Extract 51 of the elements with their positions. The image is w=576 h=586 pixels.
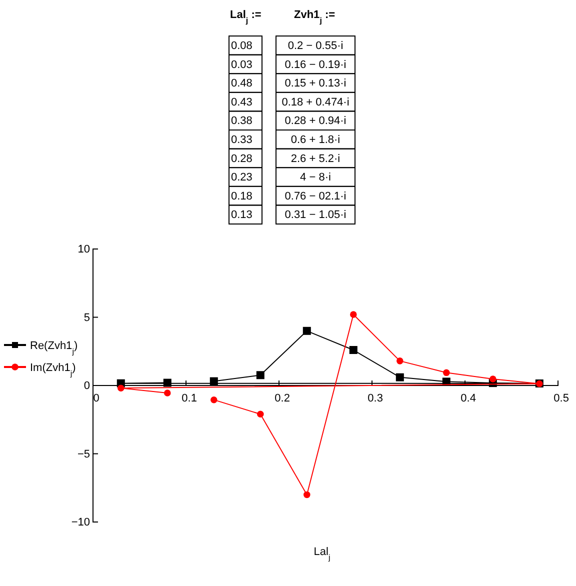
point bbox=[349, 346, 358, 354]
text: 0.23 bbox=[231, 172, 252, 184]
text: 0.76 − 02.1·i bbox=[284, 190, 346, 202]
text: 0.43 bbox=[231, 96, 252, 108]
text: 0.28 bbox=[231, 152, 252, 165]
text: 0.16 − 0.19·i bbox=[284, 58, 346, 71]
legend-label: Im(Zvh1$_{j}$) bbox=[30, 362, 76, 378]
point bbox=[210, 377, 218, 386]
text: 0.03 bbox=[231, 58, 252, 71]
x-tick-label: 0.4 bbox=[460, 392, 476, 405]
point bbox=[350, 311, 357, 318]
text: 0.18 + 0.474·i bbox=[282, 96, 350, 108]
text: Zvh1$_{j}$ := bbox=[294, 9, 336, 24]
point bbox=[396, 373, 404, 382]
y-tick-label: 0 bbox=[84, 380, 90, 392]
text: 0.2 − 0.55·i bbox=[288, 40, 344, 52]
x-tick-label: 0.1 bbox=[182, 392, 197, 405]
point bbox=[257, 410, 264, 418]
x-axis-title: Lal$_{j}$ bbox=[314, 546, 330, 562]
point bbox=[164, 390, 171, 396]
text: 0.28 + 0.94·i bbox=[284, 115, 346, 128]
text: 0.18 bbox=[231, 190, 252, 202]
y-tick-label: −10 bbox=[71, 516, 90, 529]
x-tick-label: 0.2 bbox=[274, 392, 290, 405]
y-tick-label: −5 bbox=[77, 448, 90, 460]
text: 0.6 + 1.8·i bbox=[290, 134, 340, 146]
text: 0.38 bbox=[231, 115, 252, 128]
point bbox=[490, 376, 496, 382]
point bbox=[118, 384, 124, 392]
point bbox=[163, 378, 172, 387]
y-tick-label: 5 bbox=[84, 312, 90, 324]
x-tick-label: 0 bbox=[93, 392, 100, 405]
y-tick-label: 10 bbox=[78, 244, 90, 256]
text: Lal$_{j}$ := bbox=[230, 9, 262, 24]
point bbox=[210, 396, 218, 404]
point bbox=[304, 491, 310, 498]
point bbox=[396, 358, 404, 364]
text: 0.15 + 0.13·i bbox=[284, 78, 346, 90]
text: 0.31 − 1.05·i bbox=[284, 209, 346, 222]
text: 2.6 + 5.2·i bbox=[290, 152, 340, 165]
text: 0.13 bbox=[231, 209, 252, 222]
legend-label: Re(Zvh1$_{j}$) bbox=[30, 340, 78, 356]
text: 0.08 bbox=[231, 40, 252, 52]
text: 4 − 8·i bbox=[300, 172, 331, 184]
x-tick-label: 0.5 bbox=[554, 392, 569, 405]
point bbox=[256, 371, 264, 380]
point bbox=[443, 369, 450, 376]
point bbox=[302, 326, 311, 335]
text: 0.33 bbox=[231, 134, 252, 146]
text: 0.48 bbox=[231, 78, 252, 90]
x-tick-label: 0.3 bbox=[368, 392, 383, 405]
